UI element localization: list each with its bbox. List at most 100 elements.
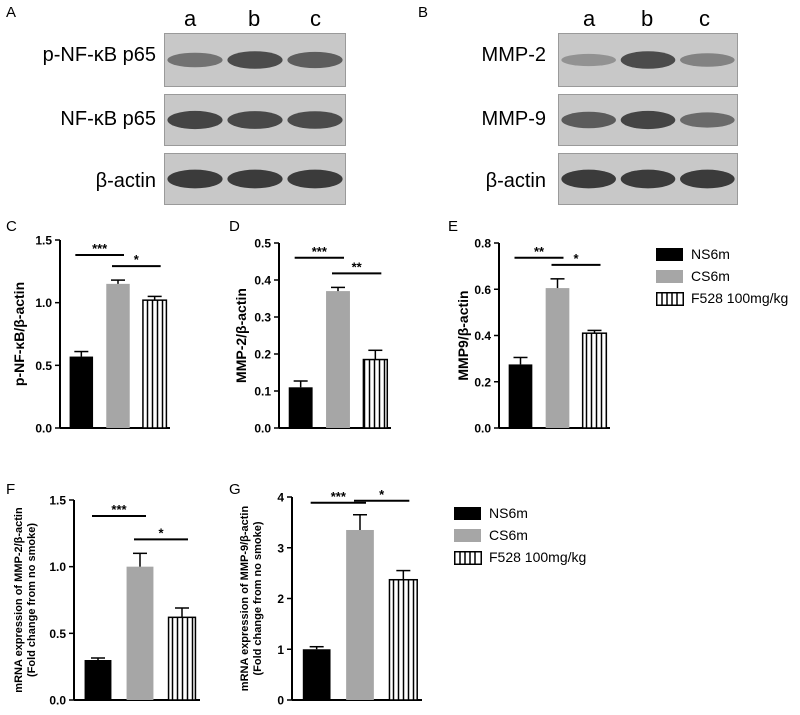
significance-label: * [158, 525, 164, 540]
y-tick-label: 0.1 [254, 385, 271, 399]
significance-label: * [134, 252, 140, 267]
legend-label: CS6m [691, 268, 730, 284]
bar-ns [508, 364, 533, 428]
blot-band [287, 111, 343, 129]
blot-band [620, 51, 676, 69]
blot-band [680, 53, 735, 67]
significance-label: * [379, 487, 385, 502]
panel-letter-g: G [229, 481, 241, 498]
blot-bands [561, 110, 735, 130]
blot-row-label: MMP-2 [481, 44, 546, 66]
blot-bands [167, 51, 343, 69]
y-tick-label: 0.0 [35, 422, 52, 436]
legend-top: NS6m CS6m F528 100mg/kg [654, 246, 800, 314]
chart-f: 0.0 0.5 1.0 1.5 mRNA expression of MMP-2/β-a… [13, 494, 200, 708]
legend-bottom: NS6m CS6m F528 100mg/kg [452, 505, 622, 573]
blot-band [287, 169, 343, 189]
y-axis-label: MMP9/β-actin [455, 290, 471, 380]
blot-strip [164, 94, 346, 146]
blot-row-label: β-actin [485, 170, 546, 192]
blot-band [227, 169, 283, 189]
chart-g: 0 1 2 3 4 mRNA expression of MMP-9/β-actin (Fo… [239, 487, 422, 708]
blot-strip [558, 94, 738, 146]
bar-f528 [581, 332, 608, 429]
significance-label: *** [92, 241, 108, 256]
bar-ns [69, 356, 94, 428]
blot-band [167, 52, 223, 68]
blot-band [620, 169, 676, 189]
legend-swatch-ns [454, 507, 481, 520]
y-tick-label: 1.0 [35, 296, 52, 310]
y-tick-label: 0.0 [254, 422, 271, 436]
y-tick-label: 0.5 [254, 237, 271, 251]
legend-swatch-f528 [656, 292, 684, 306]
y-tick-label: 0.3 [254, 311, 271, 325]
blot-row-label: p-NF-κB p65 [42, 44, 156, 66]
significance-label: ** [352, 259, 363, 274]
legend-label: F528 100mg/kg [691, 290, 789, 306]
chart-c: 0.00.51.01.5p-NF-κB/β-actin**** [11, 234, 170, 436]
blot-band [227, 51, 283, 69]
lane-label: c [699, 6, 710, 31]
panel-letter-a: A [6, 4, 17, 21]
blot-strip [558, 153, 738, 205]
bar-f528 [167, 616, 197, 701]
blot-bands [561, 169, 735, 189]
y-tick-label: 3 [277, 541, 284, 555]
y-axis-label-2: (Fold change from no smoke) [26, 523, 38, 677]
y-axis-label: mRNA expression of MMP-2/β-actin [13, 507, 25, 693]
y-tick-label: 0.2 [254, 348, 271, 362]
bar-f528 [142, 299, 168, 429]
panel-letter-b: B [418, 4, 429, 21]
y-axis-label: p-NF-κB/β-actin [11, 282, 27, 386]
significance-label: ** [534, 244, 545, 259]
significance-label: *** [331, 489, 347, 504]
blot-row-label: NF-κB p65 [60, 108, 156, 130]
bar-ns [84, 660, 112, 700]
y-tick-label: 0.4 [474, 329, 491, 343]
bar-cs [346, 529, 374, 700]
legend-label: NS6m [691, 246, 730, 262]
blot-row-label: β-actin [95, 170, 156, 192]
legend-swatch-f528 [454, 551, 482, 565]
legend-label: NS6m [489, 505, 528, 521]
y-tick-label: 0.6 [474, 283, 491, 297]
lane-label: b [641, 6, 654, 31]
lane-label: b [248, 6, 261, 31]
blot-band [561, 53, 616, 67]
panel-letter-e: E [448, 218, 459, 235]
blot-band [561, 169, 616, 189]
legend-swatch-cs [454, 529, 481, 542]
y-axis-label: MMP-2/β-actin [233, 288, 249, 383]
bar-cs [326, 291, 350, 428]
y-tick-label: 0 [277, 694, 284, 708]
y-tick-label: 2 [277, 592, 284, 606]
legend-label: F528 100mg/kg [489, 549, 587, 565]
bar-cs [126, 566, 154, 700]
legend-swatch-ns [656, 248, 683, 261]
y-tick-label: 0.4 [254, 274, 271, 288]
y-tick-label: 0.5 [35, 359, 52, 373]
y-tick-label: 0.5 [49, 627, 66, 641]
blot-strip [164, 33, 346, 87]
blot-band [680, 112, 735, 128]
lane-label: a [583, 6, 596, 31]
western-blot-a: a b c p-NF-κB p65 NF-κB p65 β-actin [0, 0, 360, 210]
significance-label: *** [312, 244, 328, 259]
y-tick-label: 0.2 [474, 375, 491, 389]
blot-band [287, 51, 343, 69]
blot-row-label: MMP-9 [481, 108, 546, 130]
bar-f528 [388, 578, 418, 701]
significance-label: * [573, 251, 579, 266]
significance-label: *** [111, 502, 127, 517]
y-tick-label: 1 [277, 643, 284, 657]
panel-letter-d: D [229, 218, 240, 235]
bar-ns [302, 649, 331, 700]
blot-band [680, 169, 735, 189]
y-axis-label: mRNA expression of MMP-9/β-actin [239, 506, 251, 692]
y-tick-label: 1.0 [49, 560, 66, 574]
legend-label: CS6m [489, 527, 528, 543]
blot-bands [167, 169, 343, 189]
panel-letter-f: F [6, 481, 16, 498]
